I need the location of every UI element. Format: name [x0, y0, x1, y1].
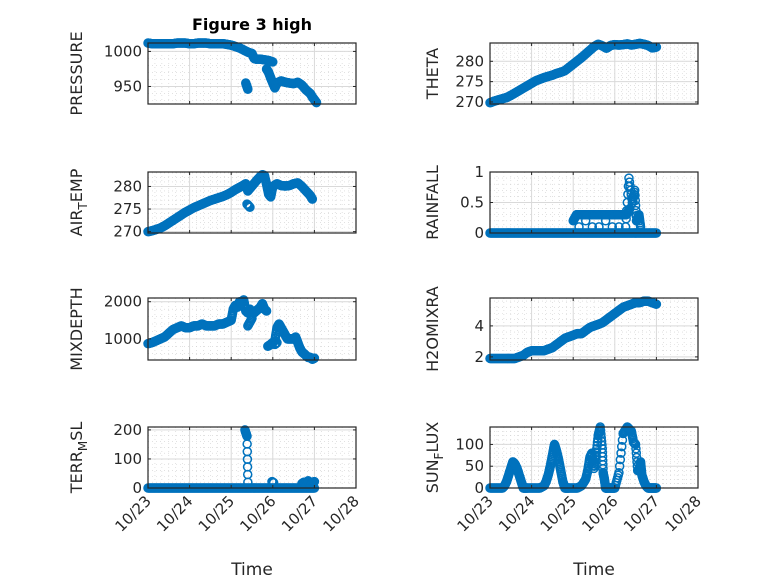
data-point [587, 222, 598, 232]
y-tick-label: 4 [474, 317, 484, 335]
y-tick-label: 270 [113, 223, 142, 241]
data-point [630, 195, 641, 206]
data-series [143, 169, 318, 237]
data-point [243, 84, 253, 95]
data-point [630, 190, 640, 201]
x-tick-label: 10/25 [537, 492, 580, 535]
y-tick-label: 270 [455, 93, 484, 111]
data-point [600, 216, 611, 226]
y-tick-label: 275 [113, 200, 142, 218]
data-point [616, 448, 626, 458]
x-tick-label: 10/27 [620, 492, 663, 535]
data-point [615, 454, 626, 465]
y-tick-label: 1000 [104, 330, 142, 348]
x-tick-label: 10/26 [578, 492, 621, 535]
data-point [630, 200, 641, 211]
data-point [631, 444, 641, 454]
data-series [485, 422, 662, 493]
y-tick-label: 0 [474, 479, 484, 497]
y-axis-label: PRESSURE [67, 31, 86, 115]
x-tick-label: 10/23 [112, 492, 155, 535]
y-tick-label: 1 [474, 163, 484, 181]
data-point [607, 222, 618, 232]
x-tick-label: 10/23 [454, 492, 497, 535]
subplot-row2-right: 0 0.5 1 RAINFALL [423, 163, 699, 242]
y-axis-label: MIXDEPTH [67, 287, 86, 370]
y-tick-label: 100 [113, 450, 142, 468]
figure-title: Figure 3 high [192, 15, 312, 34]
subplot-row3-left: 1000 2000 MIXDEPTH [67, 287, 357, 371]
axes-box [147, 426, 357, 489]
y-axis-label: TERRMSL [67, 422, 90, 495]
data-point [616, 441, 627, 452]
data-point [580, 216, 591, 226]
y-axis-label: RAINFALL [423, 165, 442, 240]
y-tick-label: 2 [474, 348, 484, 366]
y-tick-label: 275 [455, 73, 484, 91]
x-tick-label: 10/25 [195, 492, 238, 535]
data-point [261, 306, 272, 316]
x-axis-label: Time [572, 560, 615, 580]
data-point [574, 222, 584, 232]
data-series [485, 296, 662, 364]
plot-area [148, 427, 356, 488]
axes-box [147, 171, 357, 234]
y-tick-label: 280 [455, 52, 484, 70]
y-tick-label: 0 [132, 479, 142, 497]
axes-box [147, 42, 357, 105]
y-tick-label: 2000 [104, 293, 142, 311]
y-tick-label: 950 [113, 77, 142, 95]
data-point [631, 448, 642, 458]
axes-box [147, 297, 357, 361]
data-point [247, 313, 257, 324]
subplot-top-left: 950 1000 PRESSURE [67, 31, 357, 116]
data-point [311, 97, 322, 108]
data-point [243, 477, 253, 487]
data-point [630, 185, 640, 196]
y-axis-label: SUNFLUX [423, 422, 446, 494]
data-point [307, 194, 318, 204]
data-point [268, 57, 278, 67]
data-point [309, 353, 320, 363]
y-tick-label: 200 [113, 421, 142, 439]
x-tick-label: 10/28 [320, 492, 363, 535]
data-point [245, 202, 255, 212]
data-point [614, 468, 624, 478]
subplot-row3-right: 2 4 H2OMIXRA [423, 286, 699, 372]
axes-box [489, 426, 699, 489]
y-tick-label: 100 [455, 435, 484, 453]
y-tick-label: 0.5 [460, 194, 484, 212]
x-tick-label: 10/26 [236, 492, 279, 535]
x-axis-label: Time [230, 560, 273, 580]
y-tick-label: 280 [113, 177, 142, 195]
data-series [143, 38, 322, 108]
subplot-row2-left: 270 275 280 AIRTEMP [67, 168, 357, 241]
x-tick-label: 10/28 [662, 492, 705, 535]
y-tick-label: 1000 [104, 42, 142, 60]
x-tick-label: 10/24 [153, 492, 196, 535]
y-axis-label: THETA [423, 48, 442, 100]
data-point [630, 439, 641, 450]
data-point [614, 222, 624, 232]
y-tick-label: 0 [474, 224, 484, 242]
axes-box [489, 297, 699, 361]
subplot-top-right: 270 275 280 THETA [423, 38, 699, 111]
x-tick-label: 10/24 [495, 492, 538, 535]
data-series [143, 295, 320, 365]
data-point [614, 461, 625, 471]
y-axis-label: AIRTEMP [67, 168, 90, 236]
data-point [268, 478, 279, 488]
y-tick-label: 50 [465, 457, 484, 475]
data-point [594, 222, 604, 232]
x-tick-label: 10/27 [278, 492, 321, 535]
data-point [635, 222, 646, 232]
axes-box [489, 42, 699, 105]
data-point [272, 337, 282, 348]
y-axis-label: H2OMIXRA [423, 286, 442, 372]
data-series [485, 38, 662, 108]
